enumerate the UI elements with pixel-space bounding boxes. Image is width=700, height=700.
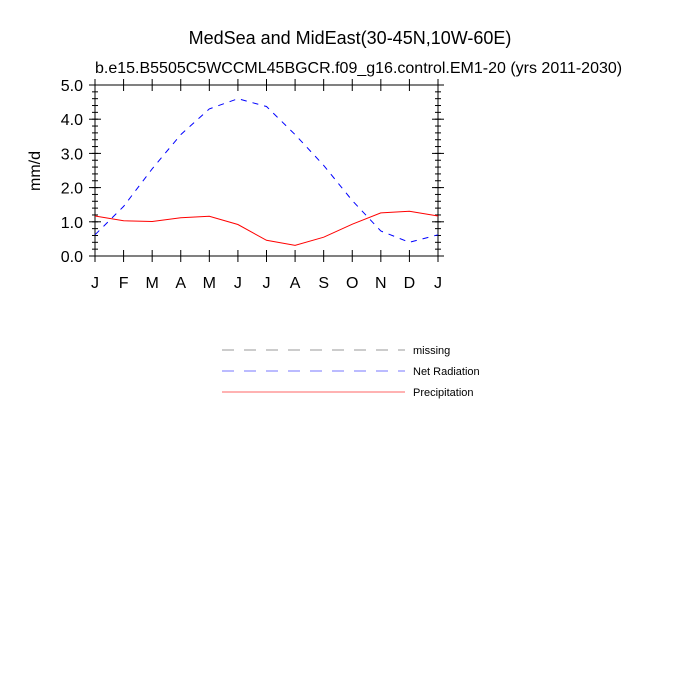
x-tick-label: M [203,275,216,292]
x-tick-label: N [375,275,387,292]
x-tick-label: J [91,275,99,292]
y-tick-label: 2.0 [61,181,83,198]
chart-subtitle: b.e15.B5505C5WCCML45BGCR.f09_g16.control… [95,60,622,77]
y-tick-label: 3.0 [61,146,83,163]
x-tick-label: J [434,275,442,292]
plot-frame [94,84,439,257]
x-tick-label: F [119,275,129,292]
y-tick-label: 0.0 [61,249,83,266]
x-tick-label: O [346,275,358,292]
series-line-net-radiation [94,98,439,243]
x-tick-label: A [290,275,301,292]
legend: missing Net Radiation Precipitation [222,345,480,399]
x-tick-label: J [234,275,242,292]
plot-area: 0.01.02.03.04.05.0J F M A M J J A S O N D J [61,78,444,292]
legend-label-net-radiation: Net Radiation [413,366,480,378]
y-axis-label: mm/d [27,151,44,191]
legend-label-missing: missing [413,345,450,357]
y-tick-label: 4.0 [61,112,83,129]
x-tick-label: M [146,275,159,292]
x-tick-label: A [175,275,186,292]
series-line-precipitation [94,210,439,246]
y-tick-label: 5.0 [61,78,83,95]
y-tick-label: 1.0 [61,215,83,232]
chart-title: MedSea and MidEast(30-45N,10W-60E) [189,28,512,48]
x-tick-label: D [404,275,416,292]
x-tick-label: S [318,275,329,292]
legend-label-precipitation: Precipitation [413,387,474,399]
x-tick-label: J [263,275,271,292]
